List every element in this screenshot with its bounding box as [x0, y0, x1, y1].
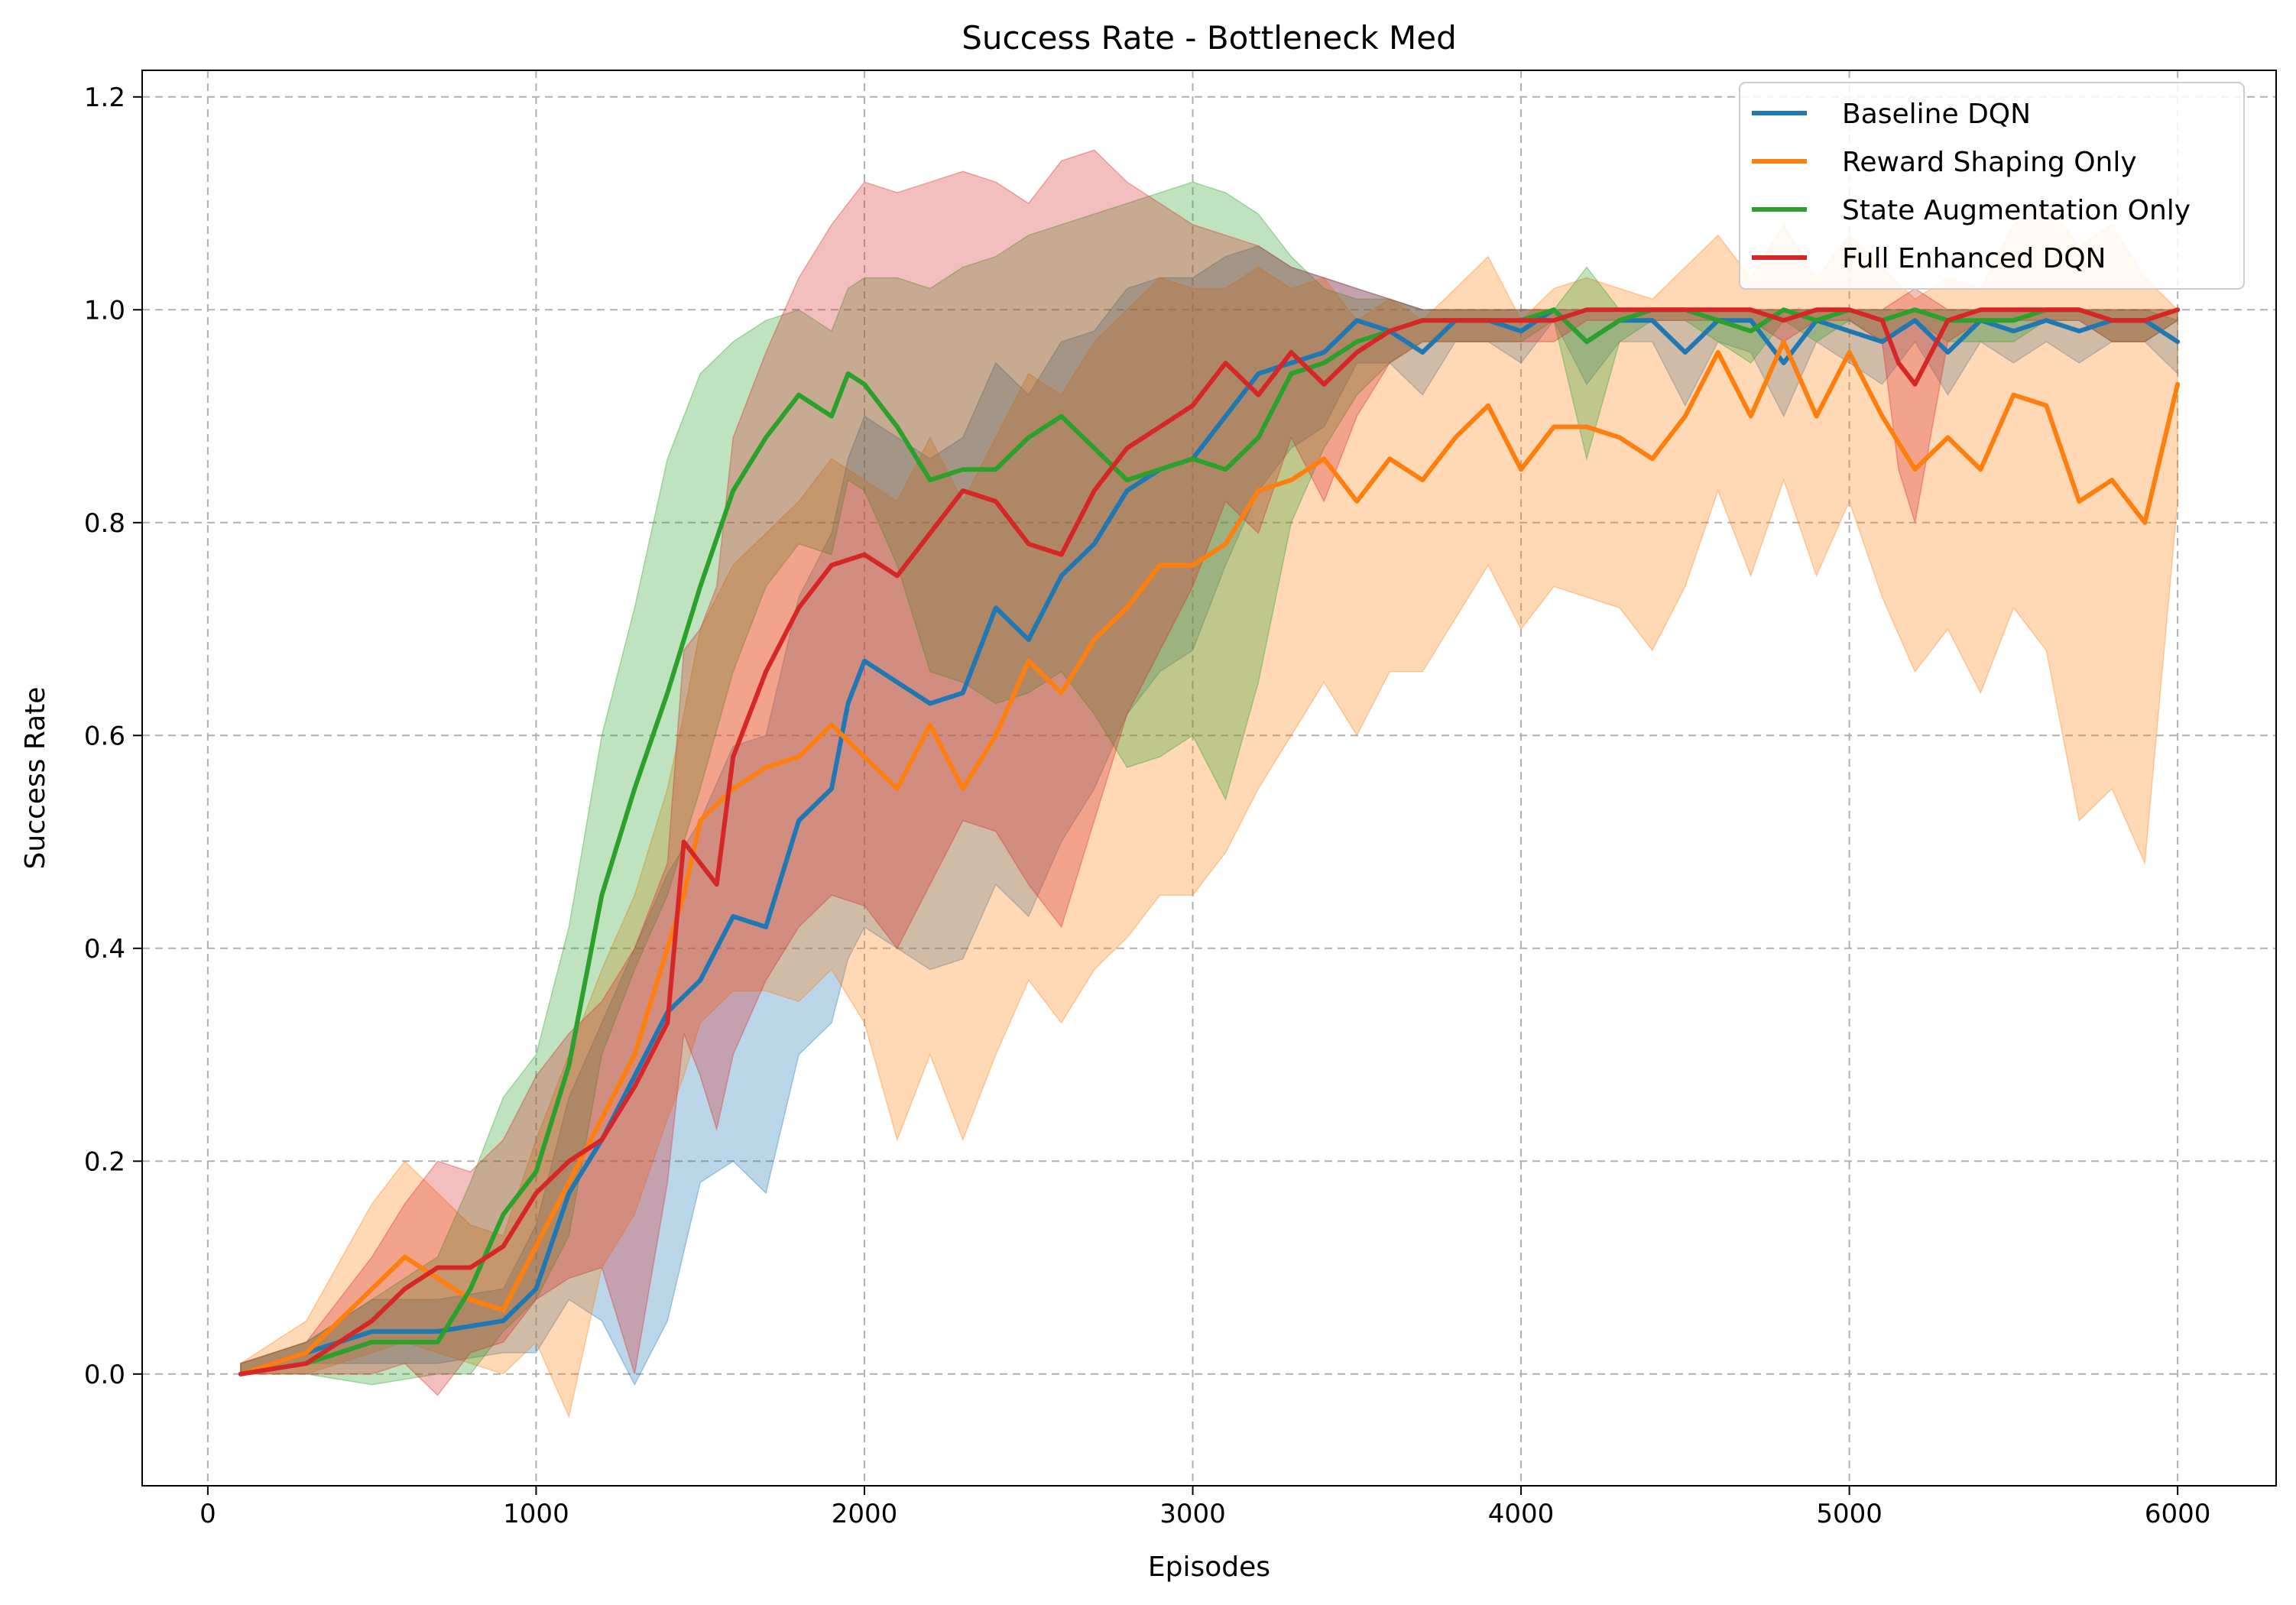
legend-box	[1739, 82, 2245, 290]
confidence-bands	[240, 149, 2178, 1419]
x-axis-title: Episodes	[1148, 1552, 1270, 1583]
x-tick-label: 1000	[503, 1499, 569, 1529]
legend-label-state-augmentation-only: State Augmentation Only	[1842, 195, 2191, 226]
legend-label-reward-shaping-only: Reward Shaping Only	[1842, 147, 2137, 178]
y-axis-title: Success Rate	[20, 687, 51, 870]
legend-label-baseline-dqn: Baseline DQN	[1842, 99, 2031, 130]
chart-title: Success Rate - Bottleneck Med	[962, 19, 1457, 57]
x-tick-label: 2000	[832, 1499, 898, 1529]
series-lines	[238, 307, 2181, 1376]
state-augmentation-only-band	[240, 181, 2178, 1386]
legend-label-full-enhanced-dqn: Full Enhanced DQN	[1842, 243, 2106, 274]
y-tick-label: 0.8	[84, 508, 125, 539]
full-enhanced-dqn-band	[240, 149, 2178, 1396]
axis-ticks: 0 1000 2000 3000 4000 5000 6000 0.0 0.2 0.4 0.6 0.8…	[84, 83, 2210, 1529]
x-tick-label: 6000	[2145, 1499, 2211, 1529]
x-tick-label: 3000	[1159, 1499, 1226, 1529]
x-tick-label: 5000	[1816, 1499, 1883, 1529]
reward-shaping-only-line	[238, 339, 2181, 1376]
y-tick-label: 0.4	[84, 934, 125, 965]
baseline-dqn-band	[240, 245, 2178, 1386]
y-tick-label: 0.0	[84, 1360, 125, 1390]
y-tick-label: 0.6	[84, 721, 125, 751]
baseline-dqn-line	[238, 307, 2181, 1376]
y-tick-label: 1.2	[84, 83, 125, 113]
legend: Baseline DQN Reward Shaping Only State Aug…	[1739, 82, 2245, 290]
y-tick-label: 1.0	[84, 295, 125, 326]
grid	[142, 70, 2276, 1486]
x-tick-label: 0	[199, 1499, 216, 1529]
full-enhanced-dqn-line	[238, 307, 2181, 1376]
plot-frame	[141, 70, 2277, 1487]
x-tick-label: 4000	[1488, 1499, 1555, 1529]
y-tick-label: 0.2	[84, 1146, 125, 1177]
